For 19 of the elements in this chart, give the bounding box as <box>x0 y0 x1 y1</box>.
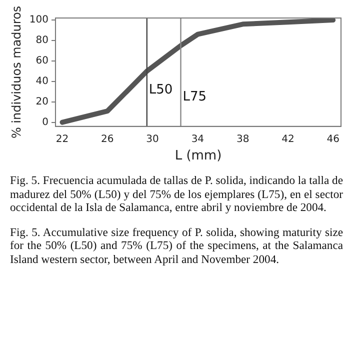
x-tick-label: 46 <box>326 134 340 145</box>
x-tick-label: 30 <box>146 134 159 145</box>
x-tick-label: 22 <box>56 134 69 145</box>
x-axis-title: L (mm) <box>174 148 222 164</box>
y-tick-label: 20 <box>36 96 48 108</box>
y-tick-label: 40 <box>36 76 48 87</box>
x-tick-label: 38 <box>236 134 250 145</box>
x-tick-label: 42 <box>282 134 294 145</box>
y-axis-title: % individuos maduros <box>9 6 24 139</box>
x-tick-label: 34 <box>191 134 204 145</box>
x-tick-label: 26 <box>101 134 114 145</box>
ref-line-label: L75 <box>182 89 207 104</box>
caption: Fig. 5. Frecuencia acumulada de tallas de P. solida, indicando la talla de madurez del 50% (L50) y del 75% de los ejemplares (L75), en el sector occidental de la Isla de Salamanca, entre abril y noviembre de 2004. <box>10 174 343 214</box>
caption: Fig. 5. Accumulative size frequency of P. solida, showing maturity size for the 50% (L50) and 75% (L75) of the specimens, at the Salamanca Island western sector, between April and November 2004. <box>10 226 343 266</box>
y-tick-label: 0 <box>42 116 48 128</box>
y-tick-label: 100 <box>29 14 48 26</box>
ref-line-label: L50 <box>148 82 173 98</box>
y-tick-label: 60 <box>36 56 48 67</box>
y-tick-label: 80 <box>36 35 48 46</box>
